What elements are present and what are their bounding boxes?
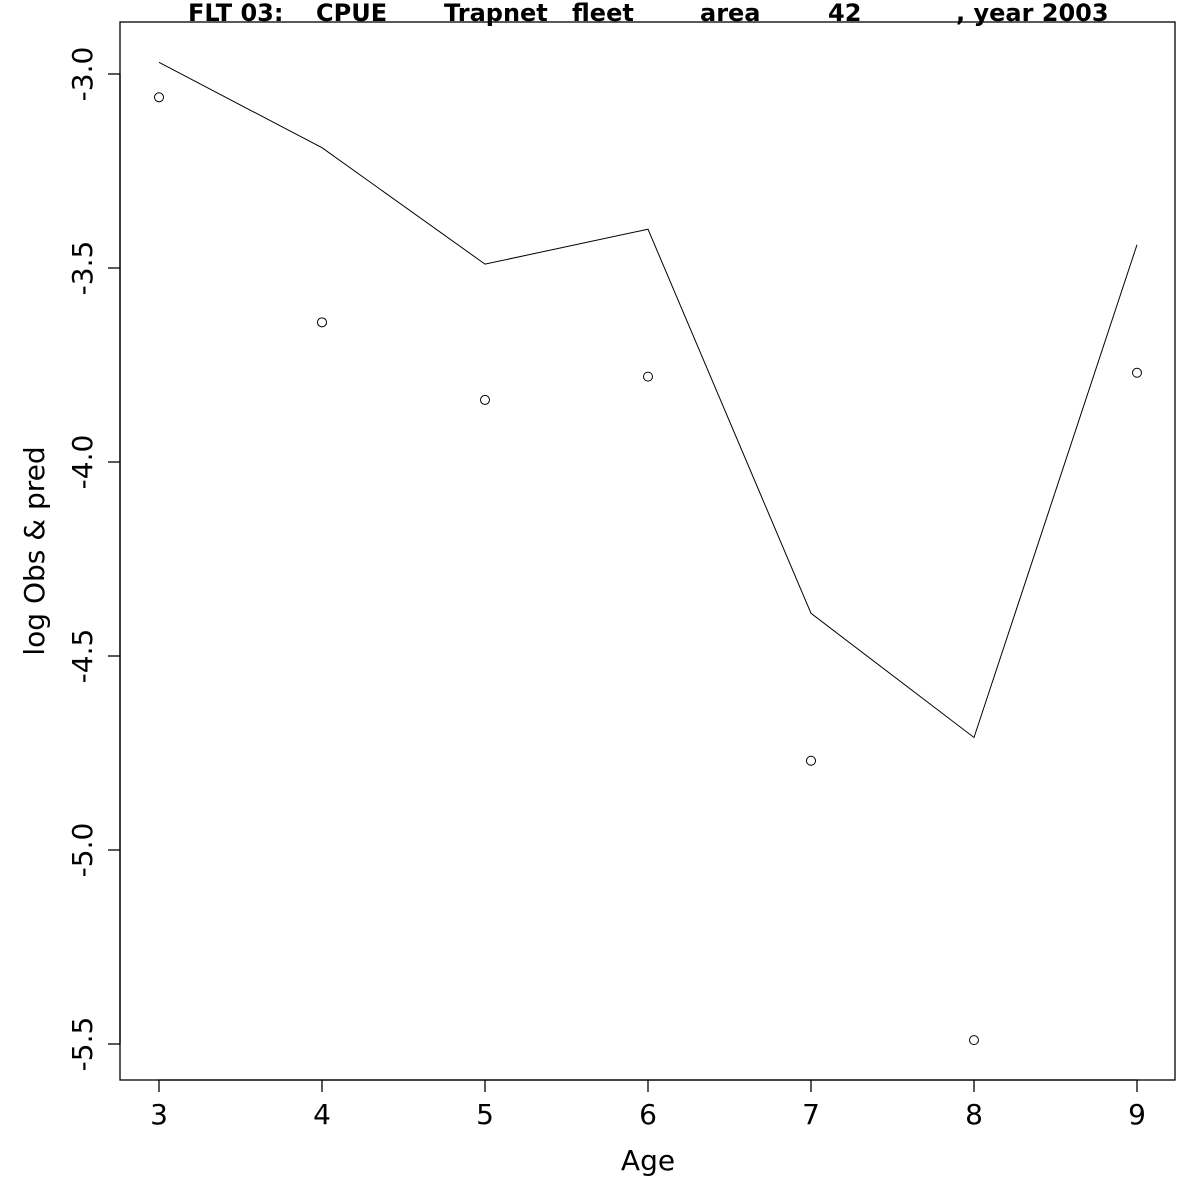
x-tick-label: 8 xyxy=(965,1098,983,1131)
x-tick-label: 9 xyxy=(1128,1098,1146,1131)
plot-frame xyxy=(119,21,1176,1081)
chart-title-part: 42 xyxy=(828,0,861,27)
y-tick-label: -5.5 xyxy=(66,1017,99,1072)
predicted-line xyxy=(158,61,1138,739)
observed-point xyxy=(317,317,327,328)
chart-title-part: CPUE xyxy=(316,0,387,27)
y-tick-label: -3.5 xyxy=(66,241,99,296)
y-axis-label: log Obs & pred xyxy=(18,446,51,655)
chart-title: FLT 03: CPUE Trapnet fleet area 42 , year 2003 xyxy=(188,0,1109,27)
y-tick-label: -5.0 xyxy=(66,823,99,878)
x-axis-label: Age xyxy=(621,1144,675,1177)
x-axis-ticks: 3 4 5 6 7 8 9 xyxy=(150,1080,1146,1131)
y-tick-label: -4.5 xyxy=(66,629,99,684)
y-tick-label: -4.0 xyxy=(66,435,99,490)
observed-point xyxy=(154,92,164,103)
chart-title-part: FLT 03: xyxy=(188,0,283,27)
series-layer xyxy=(154,61,1142,1046)
x-tick-label: 4 xyxy=(313,1098,331,1131)
x-tick-label: 7 xyxy=(802,1098,820,1131)
observed-point xyxy=(1132,367,1142,378)
x-tick-label: 3 xyxy=(150,1098,168,1131)
chart-title-part: Trapnet xyxy=(444,0,548,27)
chart-title-part: , year 2003 xyxy=(956,0,1109,27)
chart-title-part: fleet xyxy=(572,0,634,27)
chart-title-part: area xyxy=(700,0,761,27)
observed-point xyxy=(643,371,653,382)
observed-point xyxy=(480,394,490,405)
x-tick-label: 6 xyxy=(639,1098,657,1131)
y-axis-ticks: -5.5 -5.0 -4.5 -4.0 -3.5 -3.0 xyxy=(66,47,120,1072)
x-tick-label: 5 xyxy=(476,1098,494,1131)
observed-point xyxy=(969,1035,979,1046)
y-tick-label: -3.0 xyxy=(66,47,99,102)
observed-point xyxy=(806,755,816,766)
